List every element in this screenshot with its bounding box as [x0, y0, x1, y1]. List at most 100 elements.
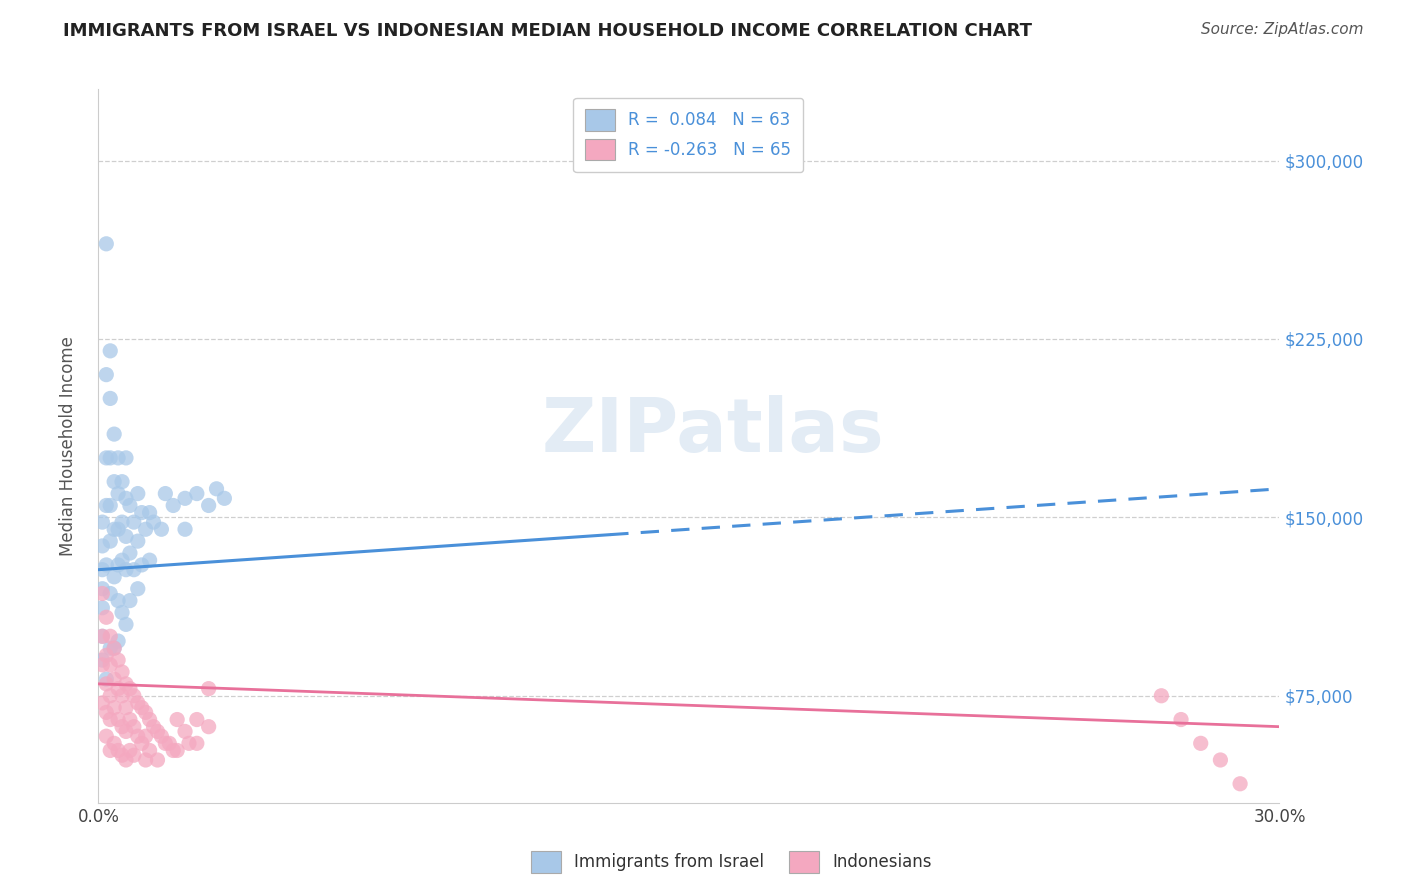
Point — [135, 522, 157, 536]
Point — [146, 724, 169, 739]
Point — [98, 743, 121, 757]
Point — [122, 748, 145, 763]
Point — [138, 506, 160, 520]
Point — [107, 486, 129, 500]
Point — [111, 553, 134, 567]
Point — [115, 563, 138, 577]
Point — [155, 486, 177, 500]
Point — [118, 681, 141, 696]
Point — [98, 629, 121, 643]
Point — [107, 450, 129, 465]
Point — [186, 486, 208, 500]
Point — [111, 689, 134, 703]
Point — [115, 724, 138, 739]
Text: Source: ZipAtlas.com: Source: ZipAtlas.com — [1201, 22, 1364, 37]
Point — [186, 736, 208, 750]
Point — [127, 534, 149, 549]
Point — [103, 672, 125, 686]
Point — [103, 570, 125, 584]
Point — [131, 558, 153, 572]
Point — [166, 743, 188, 757]
Point — [115, 491, 138, 506]
Point — [107, 713, 129, 727]
Point — [162, 499, 184, 513]
Point — [186, 713, 208, 727]
Point — [111, 720, 134, 734]
Point — [174, 491, 197, 506]
Point — [96, 677, 118, 691]
Point — [98, 450, 121, 465]
Point — [91, 539, 114, 553]
Point — [111, 606, 134, 620]
Point — [103, 736, 125, 750]
Point — [122, 563, 145, 577]
Legend: Immigrants from Israel, Indonesians: Immigrants from Israel, Indonesians — [524, 845, 938, 880]
Point — [98, 343, 121, 358]
Point — [174, 724, 197, 739]
Point — [166, 713, 188, 727]
Point — [107, 593, 129, 607]
Text: IMMIGRANTS FROM ISRAEL VS INDONESIAN MEDIAN HOUSEHOLD INCOME CORRELATION CHART: IMMIGRANTS FROM ISRAEL VS INDONESIAN MED… — [63, 22, 1032, 40]
Text: ZIPatlas: ZIPatlas — [541, 395, 884, 468]
Point — [98, 392, 121, 406]
Point — [91, 582, 114, 596]
Point — [127, 696, 149, 710]
Point — [103, 641, 125, 656]
Point — [96, 558, 118, 572]
Point — [150, 522, 173, 536]
Point — [115, 677, 138, 691]
Point — [96, 499, 118, 513]
Point — [103, 475, 125, 489]
Point — [197, 681, 219, 696]
Point — [205, 482, 228, 496]
Point — [138, 553, 160, 567]
Point — [197, 720, 219, 734]
Point — [1150, 689, 1173, 703]
Point — [157, 736, 180, 750]
Point — [96, 450, 118, 465]
Point — [115, 617, 138, 632]
Point — [91, 629, 114, 643]
Point — [131, 736, 153, 750]
Point — [115, 450, 138, 465]
Point — [118, 499, 141, 513]
Point — [98, 499, 121, 513]
Point — [131, 700, 153, 714]
Point — [127, 486, 149, 500]
Point — [111, 475, 134, 489]
Point — [98, 641, 121, 656]
Point — [96, 236, 118, 251]
Point — [91, 600, 114, 615]
Point — [91, 629, 114, 643]
Point — [103, 700, 125, 714]
Point — [118, 743, 141, 757]
Y-axis label: Median Household Income: Median Household Income — [59, 336, 77, 556]
Point — [146, 753, 169, 767]
Point — [96, 672, 118, 686]
Point — [98, 713, 121, 727]
Point — [127, 729, 149, 743]
Point — [138, 713, 160, 727]
Point — [177, 736, 200, 750]
Point — [115, 753, 138, 767]
Point — [96, 648, 118, 663]
Point — [91, 696, 114, 710]
Point — [111, 748, 134, 763]
Point — [98, 689, 121, 703]
Point — [107, 558, 129, 572]
Point — [122, 689, 145, 703]
Point — [103, 427, 125, 442]
Point — [118, 593, 141, 607]
Point — [122, 720, 145, 734]
Point — [98, 657, 121, 672]
Point — [91, 515, 114, 529]
Point — [107, 653, 129, 667]
Point — [127, 582, 149, 596]
Point — [107, 743, 129, 757]
Legend: R =  0.084   N = 63, R = -0.263   N = 65: R = 0.084 N = 63, R = -0.263 N = 65 — [574, 97, 803, 172]
Point — [115, 529, 138, 543]
Point — [96, 729, 118, 743]
Point — [1229, 777, 1251, 791]
Point — [155, 736, 177, 750]
Point — [107, 681, 129, 696]
